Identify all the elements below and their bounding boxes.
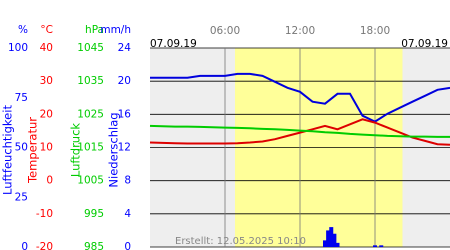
y-tick-label: -10 <box>36 208 53 220</box>
y-tick-label: 1015 <box>77 142 104 154</box>
unit-label: % <box>18 24 28 36</box>
precipitation-bar <box>323 240 327 247</box>
y-tick-label: 10 <box>40 142 53 154</box>
y-tick-label: 995 <box>84 208 104 220</box>
axis-title: Niederschlag <box>107 112 121 187</box>
date-label: 07.09.19 <box>150 38 197 50</box>
y-tick-label: 12 <box>118 142 131 154</box>
precipitation-bar <box>329 227 334 247</box>
y-tick-label: -20 <box>36 241 53 250</box>
axis-title: Temperatur <box>26 117 40 184</box>
y-tick-label: 16 <box>118 108 132 120</box>
x-tick-label: 06:00 <box>210 25 240 37</box>
y-tick-label: 0 <box>124 241 131 250</box>
y-tick-label: 75 <box>15 92 28 104</box>
y-tick-label: 20 <box>40 108 53 120</box>
precipitation-bar <box>379 245 384 247</box>
y-tick-label: 1005 <box>77 175 104 187</box>
y-tick-label: 985 <box>84 241 104 250</box>
y-tick-label: 50 <box>15 142 28 154</box>
y-tick-label: 0 <box>21 241 28 250</box>
x-tick-label: 18:00 <box>360 25 390 37</box>
date-label: 07.09.19 <box>401 38 448 50</box>
precipitation-bar <box>332 233 337 247</box>
precipitation-bar <box>373 245 377 247</box>
unit-label: hPa <box>85 24 104 36</box>
series-line <box>150 72 450 123</box>
unit-label: °C <box>40 24 53 36</box>
y-tick-label: 8 <box>124 175 131 187</box>
y-tick-label: 24 <box>118 42 132 54</box>
y-tick-label: 40 <box>40 42 53 54</box>
axis-title: Luftdruck <box>69 123 83 177</box>
series-line <box>149 124 450 138</box>
precipitation-bar <box>326 230 331 247</box>
y-tick-label: 4 <box>124 208 131 220</box>
y-tick-label: 1035 <box>77 75 104 87</box>
unit-label: mm/h <box>100 24 131 36</box>
y-tick-label: 20 <box>118 75 131 87</box>
y-tick-label: 1045 <box>77 42 104 54</box>
y-tick-label: 1025 <box>77 108 104 120</box>
axis-title: Luftfeuchtigkeit <box>1 105 15 195</box>
y-tick-label: 0 <box>46 175 53 187</box>
series-line <box>149 118 450 146</box>
precipitation-bar <box>335 242 340 247</box>
x-tick-label: 12:00 <box>285 25 315 37</box>
footer: Erstellt: 12.05.2025 10:10 <box>175 236 306 247</box>
y-tick-label: 30 <box>40 75 53 87</box>
y-tick-label: 100 <box>8 42 28 54</box>
y-tick-label: 25 <box>15 191 28 203</box>
